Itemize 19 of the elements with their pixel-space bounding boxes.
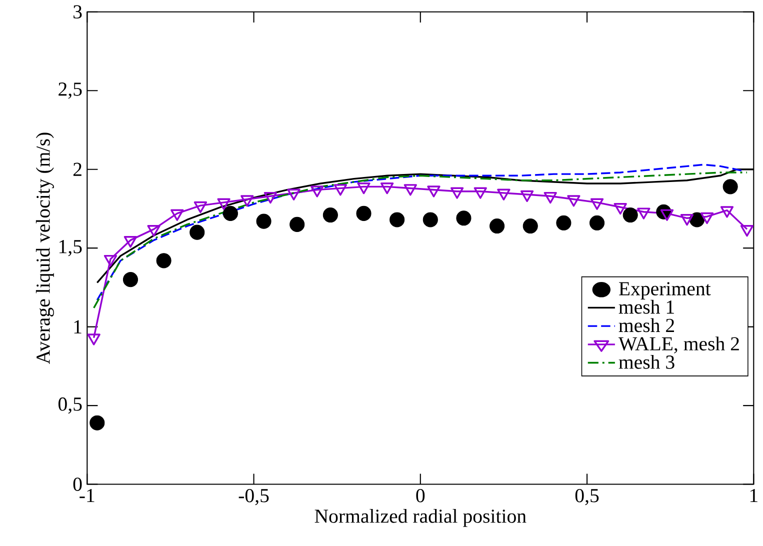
- legend-label: Experiment: [619, 282, 711, 300]
- y-tick-label: 1: [74, 320, 82, 334]
- x-axis-title: Normalized radial position: [314, 509, 526, 528]
- y-axis-title: Average liquid velocity (m/s): [36, 132, 54, 364]
- y-tick-label: 2: [73, 162, 82, 176]
- x-tick-label: 1: [750, 489, 758, 502]
- y-tick-label: 3: [74, 5, 82, 19]
- y-tick-label: 0,5: [58, 398, 82, 414]
- legend-label: mesh 2: [618, 318, 674, 332]
- x-tick-label: -0,5: [238, 489, 269, 506]
- legend-label: mesh 1: [618, 300, 674, 314]
- y-tick-label: 1,5: [59, 240, 82, 256]
- legend-label: WALE, mesh 2: [618, 336, 739, 354]
- y-tick-label: 2,5: [58, 82, 82, 99]
- x-tick-label: 0,5: [575, 489, 599, 506]
- x-tick-label: -1: [80, 489, 94, 502]
- x-tick-label: 0: [416, 489, 425, 502]
- y-tick-label: 0: [73, 478, 82, 492]
- legend-label: mesh 3: [618, 355, 674, 370]
